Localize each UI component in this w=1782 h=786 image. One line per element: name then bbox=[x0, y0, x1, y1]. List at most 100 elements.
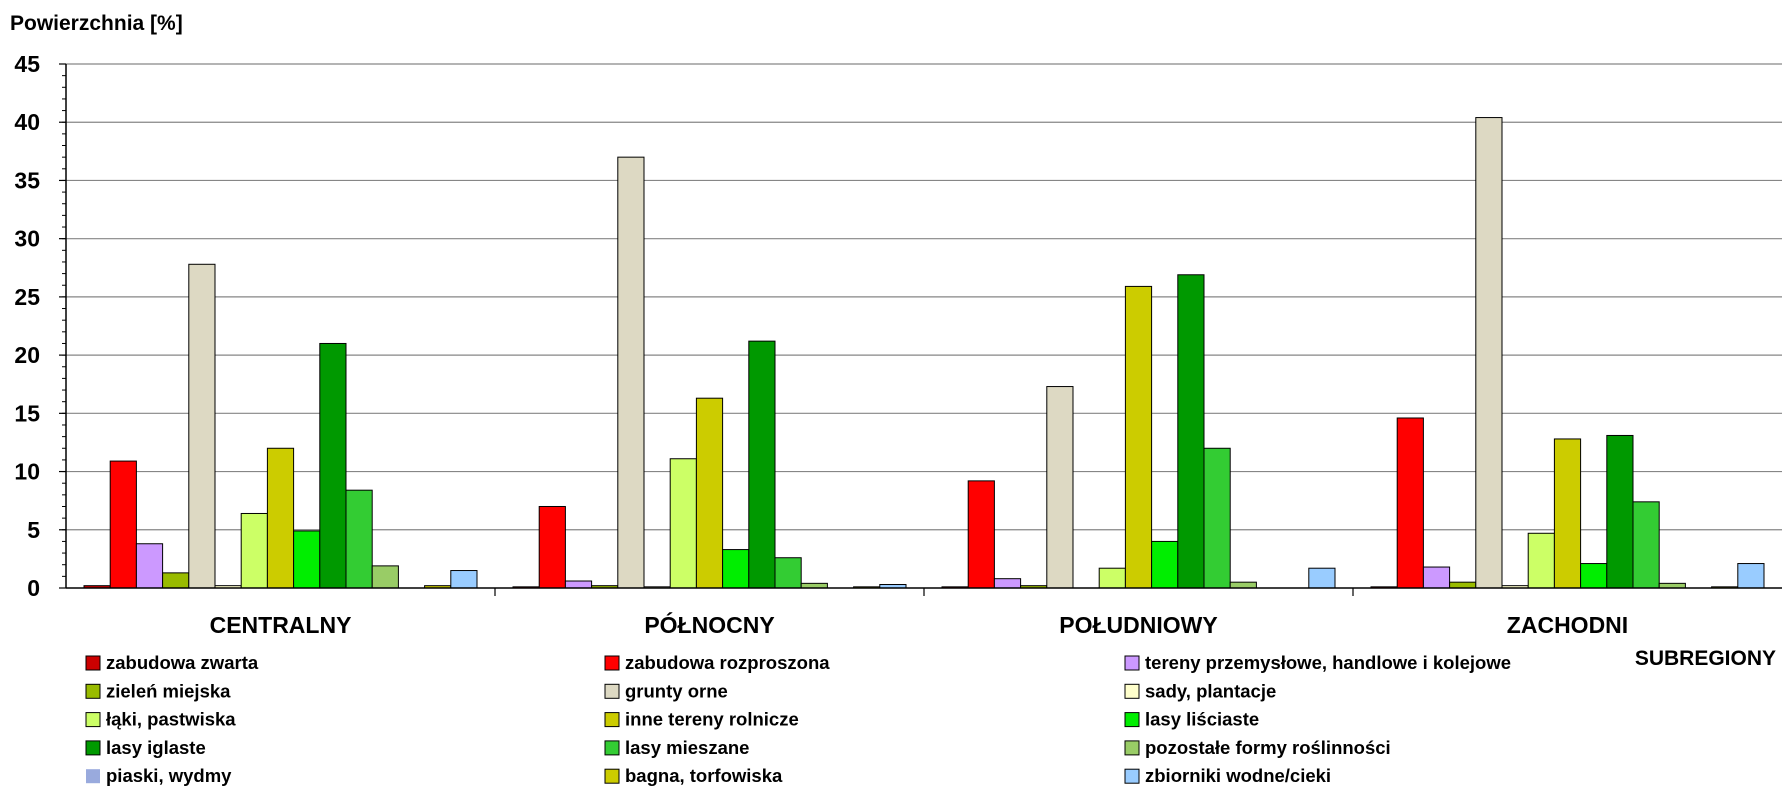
y-axis-title: Powierzchnia [%] bbox=[10, 12, 183, 35]
bar bbox=[345, 489, 373, 589]
legend-swatch bbox=[604, 683, 620, 699]
legend-item: zbiorniki wodne/cieki bbox=[1124, 765, 1331, 786]
bar bbox=[993, 578, 1022, 589]
x-category-label: PÓŁNOCNY bbox=[644, 611, 774, 638]
x-axis-category-labels: CENTRALNY PÓŁNOCNY POŁUDNIOWY ZACHODNI bbox=[210, 588, 1628, 638]
legend-swatch bbox=[604, 655, 620, 671]
y-tick-label: 15 bbox=[14, 400, 40, 426]
y-tick-label: 40 bbox=[14, 109, 40, 135]
legend-swatch bbox=[85, 655, 101, 671]
bar bbox=[1553, 438, 1582, 589]
bar bbox=[1580, 563, 1608, 589]
bar bbox=[669, 458, 697, 589]
legend-label: inne tereny rolnicze bbox=[625, 709, 799, 730]
legend-label: sady, plantacje bbox=[1145, 680, 1276, 701]
bar bbox=[748, 340, 776, 589]
legend-item: piaski, wydmy bbox=[86, 765, 232, 786]
legend-swatch bbox=[1124, 655, 1140, 671]
legend-item: zabudowa rozproszona bbox=[604, 652, 830, 673]
gridlines bbox=[66, 63, 1782, 531]
bar bbox=[109, 460, 137, 589]
bar bbox=[564, 580, 593, 589]
legend-item: grunty orne bbox=[604, 680, 728, 701]
legend-label: zabudowa rozproszona bbox=[625, 652, 830, 673]
legend-item: zabudowa zwarta bbox=[85, 652, 259, 673]
legend-item: lasy mieszane bbox=[604, 737, 749, 758]
y-tick-label: 25 bbox=[14, 284, 40, 310]
legend-item: sady, plantacje bbox=[1124, 680, 1276, 701]
bar bbox=[1449, 581, 1477, 589]
bar bbox=[450, 570, 478, 589]
x-category-label: POŁUDNIOWY bbox=[1059, 612, 1217, 638]
bar bbox=[1396, 417, 1424, 589]
legend-item: lasy liściaste bbox=[1124, 709, 1259, 730]
y-tick-label: 0 bbox=[27, 575, 40, 601]
bar bbox=[1527, 532, 1555, 589]
legend-label: grunty orne bbox=[625, 680, 728, 701]
legend-label: zieleń miejska bbox=[106, 680, 231, 701]
y-axis-ticks: 0 5 10 15 20 25 30 35 40 45 bbox=[14, 51, 66, 601]
y-tick-label: 10 bbox=[14, 459, 40, 485]
legend: zabudowa zwarta zabudowa rozproszona teren… bbox=[85, 652, 1511, 786]
bar bbox=[1177, 274, 1205, 589]
legend-swatch bbox=[86, 769, 100, 784]
legend-item: lasy iglaste bbox=[85, 737, 206, 758]
legend-label: bagna, torfowiska bbox=[625, 765, 783, 786]
legend-label: piaski, wydmy bbox=[106, 765, 232, 786]
bar bbox=[1632, 501, 1660, 589]
bar bbox=[240, 512, 268, 589]
legend-item: tereny przemysłowe, handlowe i kolejowe bbox=[1124, 652, 1511, 673]
bar bbox=[162, 572, 190, 589]
legend-item: pozostałe formy roślinności bbox=[1124, 737, 1391, 758]
bar bbox=[1475, 117, 1503, 589]
y-tick-label: 45 bbox=[14, 51, 40, 77]
bar bbox=[1124, 285, 1153, 589]
bar bbox=[967, 480, 995, 589]
legend-label: zabudowa zwarta bbox=[106, 652, 259, 673]
bar bbox=[1229, 581, 1257, 589]
bar bbox=[722, 549, 750, 589]
legend-swatch bbox=[604, 712, 620, 728]
legend-label: tereny przemysłowe, handlowe i kolejowe bbox=[1145, 652, 1511, 673]
legend-item: inne tereny rolnicze bbox=[604, 709, 799, 730]
bar bbox=[1737, 563, 1765, 589]
legend-label: łąki, pastwiska bbox=[106, 709, 236, 730]
bar bbox=[135, 543, 164, 589]
bar bbox=[1203, 447, 1231, 589]
bar bbox=[1098, 567, 1126, 589]
bar bbox=[1151, 540, 1179, 589]
bar bbox=[188, 263, 216, 589]
x-category-label: ZACHODNI bbox=[1507, 612, 1628, 638]
legend-swatch bbox=[85, 712, 101, 728]
bar bbox=[293, 530, 321, 589]
legend-swatch bbox=[1124, 768, 1140, 784]
bar bbox=[1606, 434, 1634, 589]
legend-label: lasy iglaste bbox=[106, 737, 206, 758]
bar bbox=[538, 505, 566, 589]
bar bbox=[319, 342, 347, 589]
legend-swatch bbox=[1124, 712, 1140, 728]
bar-series-group bbox=[83, 117, 1765, 589]
legend-label: lasy liściaste bbox=[1145, 709, 1259, 730]
legend-item: zieleń miejska bbox=[85, 680, 231, 701]
legend-swatch bbox=[85, 683, 101, 699]
legend-swatch bbox=[604, 740, 620, 756]
bar bbox=[266, 447, 295, 589]
y-tick-label: 30 bbox=[14, 226, 40, 252]
legend-swatch bbox=[1124, 683, 1140, 699]
legend-swatch bbox=[604, 768, 620, 784]
bar bbox=[774, 557, 802, 589]
legend-label: pozostałe formy roślinności bbox=[1145, 737, 1391, 758]
legend-swatch bbox=[85, 740, 101, 756]
y-tick-label: 20 bbox=[14, 342, 40, 368]
legend-item: łąki, pastwiska bbox=[85, 709, 236, 730]
bar bbox=[1046, 386, 1074, 589]
x-category-label: CENTRALNY bbox=[210, 612, 352, 638]
legend-label: lasy mieszane bbox=[625, 737, 749, 758]
bar bbox=[1308, 567, 1336, 589]
x-axis-title: SUBREGIONY bbox=[1635, 647, 1776, 670]
legend-swatch bbox=[1124, 740, 1140, 756]
bar bbox=[371, 565, 399, 589]
y-tick-label: 35 bbox=[14, 167, 40, 193]
